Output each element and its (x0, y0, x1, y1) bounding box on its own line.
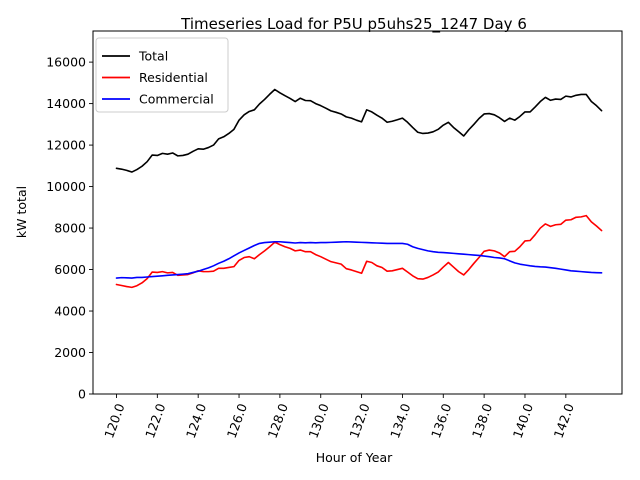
y-axis-label: kW total (14, 186, 29, 238)
y-axis-ticks: 0 2000 4000 6000 8000 10000 12000 14000 16000 (46, 55, 93, 402)
legend-items: Total Residential Commercial (102, 49, 214, 107)
y-tick-label: 10000 (46, 179, 86, 194)
y-tick-label: 4000 (54, 304, 86, 319)
legend: Total Residential Commercial (95, 37, 229, 113)
y-tick-label: 16000 (46, 55, 86, 70)
series-line-total (115, 88, 603, 173)
y-tick-label: 2000 (54, 345, 86, 360)
legend-label-residential: Residential (139, 70, 208, 85)
axes-frame (92, 30, 623, 395)
y-tick-label: 6000 (54, 262, 86, 277)
chart-title: Timeseries Load for P5U p5uhs25_1247 Day… (180, 15, 527, 34)
y-tick-label: 8000 (54, 221, 86, 236)
legend-label-total: Total (138, 49, 168, 64)
series-line-commercial (115, 240, 603, 279)
y-tick-label: 0 (78, 387, 86, 402)
x-axis-label: Hour of Year (316, 450, 393, 465)
y-tick-label: 12000 (46, 138, 86, 153)
legend-label-commercial: Commercial (139, 92, 214, 107)
series-layer (115, 88, 603, 289)
y-tick-label: 14000 (46, 96, 86, 111)
